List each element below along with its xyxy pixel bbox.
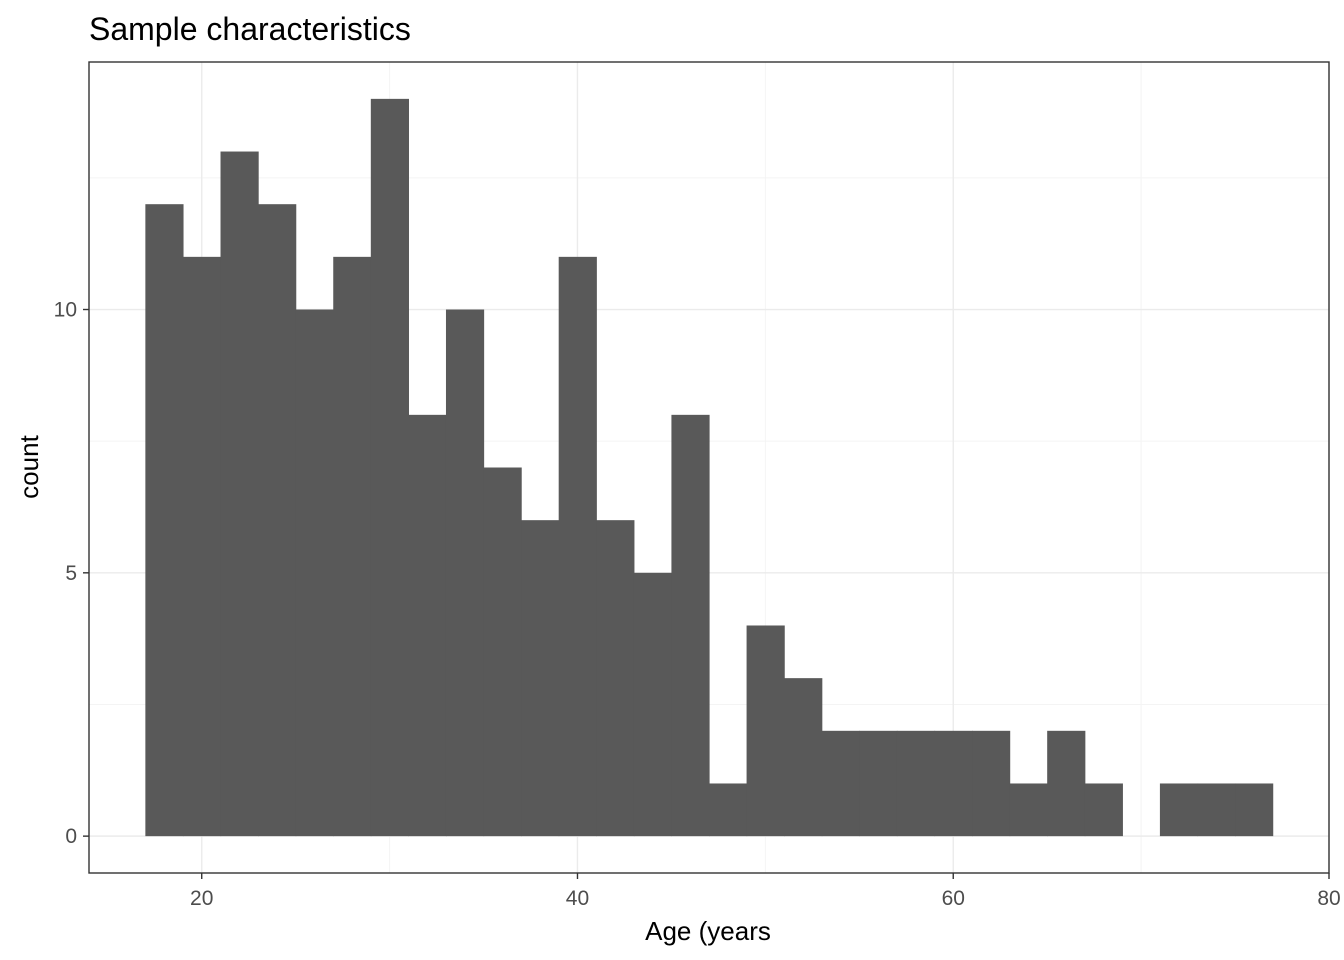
x-axis-title: Age (years (645, 916, 771, 946)
histogram-bar (145, 204, 184, 837)
histogram-bar (596, 520, 635, 837)
histogram-bar (333, 256, 372, 837)
histogram-bar (558, 256, 597, 837)
histogram-bar (709, 783, 748, 837)
x-tick-label: 40 (566, 887, 589, 910)
y-axis-title: count (14, 434, 44, 498)
histogram-bar (1084, 783, 1123, 837)
histogram-bar (972, 730, 1011, 837)
x-axis: 20 40 60 80 (190, 873, 1341, 910)
histogram-bar (1009, 783, 1048, 837)
y-tick-label: 0 (65, 825, 77, 848)
histogram-bar (1197, 783, 1236, 837)
y-axis: 0 5 10 (54, 299, 89, 848)
histogram-bar (934, 730, 973, 837)
histogram-bar (258, 204, 297, 837)
histogram-bar (821, 730, 860, 837)
histogram-bar (633, 572, 673, 837)
x-tick-label: 20 (190, 887, 213, 910)
histogram-bar (1235, 783, 1274, 837)
histogram-bar (746, 625, 785, 837)
histogram-bar (182, 256, 222, 837)
y-tick-label: 10 (54, 299, 77, 322)
histogram-bar (859, 730, 898, 837)
histogram-bar (445, 309, 485, 837)
histogram-bar (1047, 730, 1086, 837)
histogram-bar (295, 309, 334, 837)
histogram-bar (671, 414, 710, 837)
histogram-bar (408, 414, 447, 837)
panel-border (88, 61, 1330, 874)
histogram-bars (145, 98, 1274, 837)
histogram-bar (370, 98, 409, 837)
histogram-bar (220, 151, 259, 837)
x-tick-label: 60 (942, 887, 965, 910)
chart-title: Sample characteristics (89, 11, 411, 47)
histogram-bar (483, 467, 522, 837)
histogram-bar (896, 730, 936, 837)
histogram-bar (784, 678, 823, 837)
histogram-bar (1159, 783, 1199, 837)
x-tick-label: 80 (1317, 887, 1340, 910)
histogram-bar (521, 520, 560, 837)
y-tick-label: 5 (65, 562, 77, 585)
